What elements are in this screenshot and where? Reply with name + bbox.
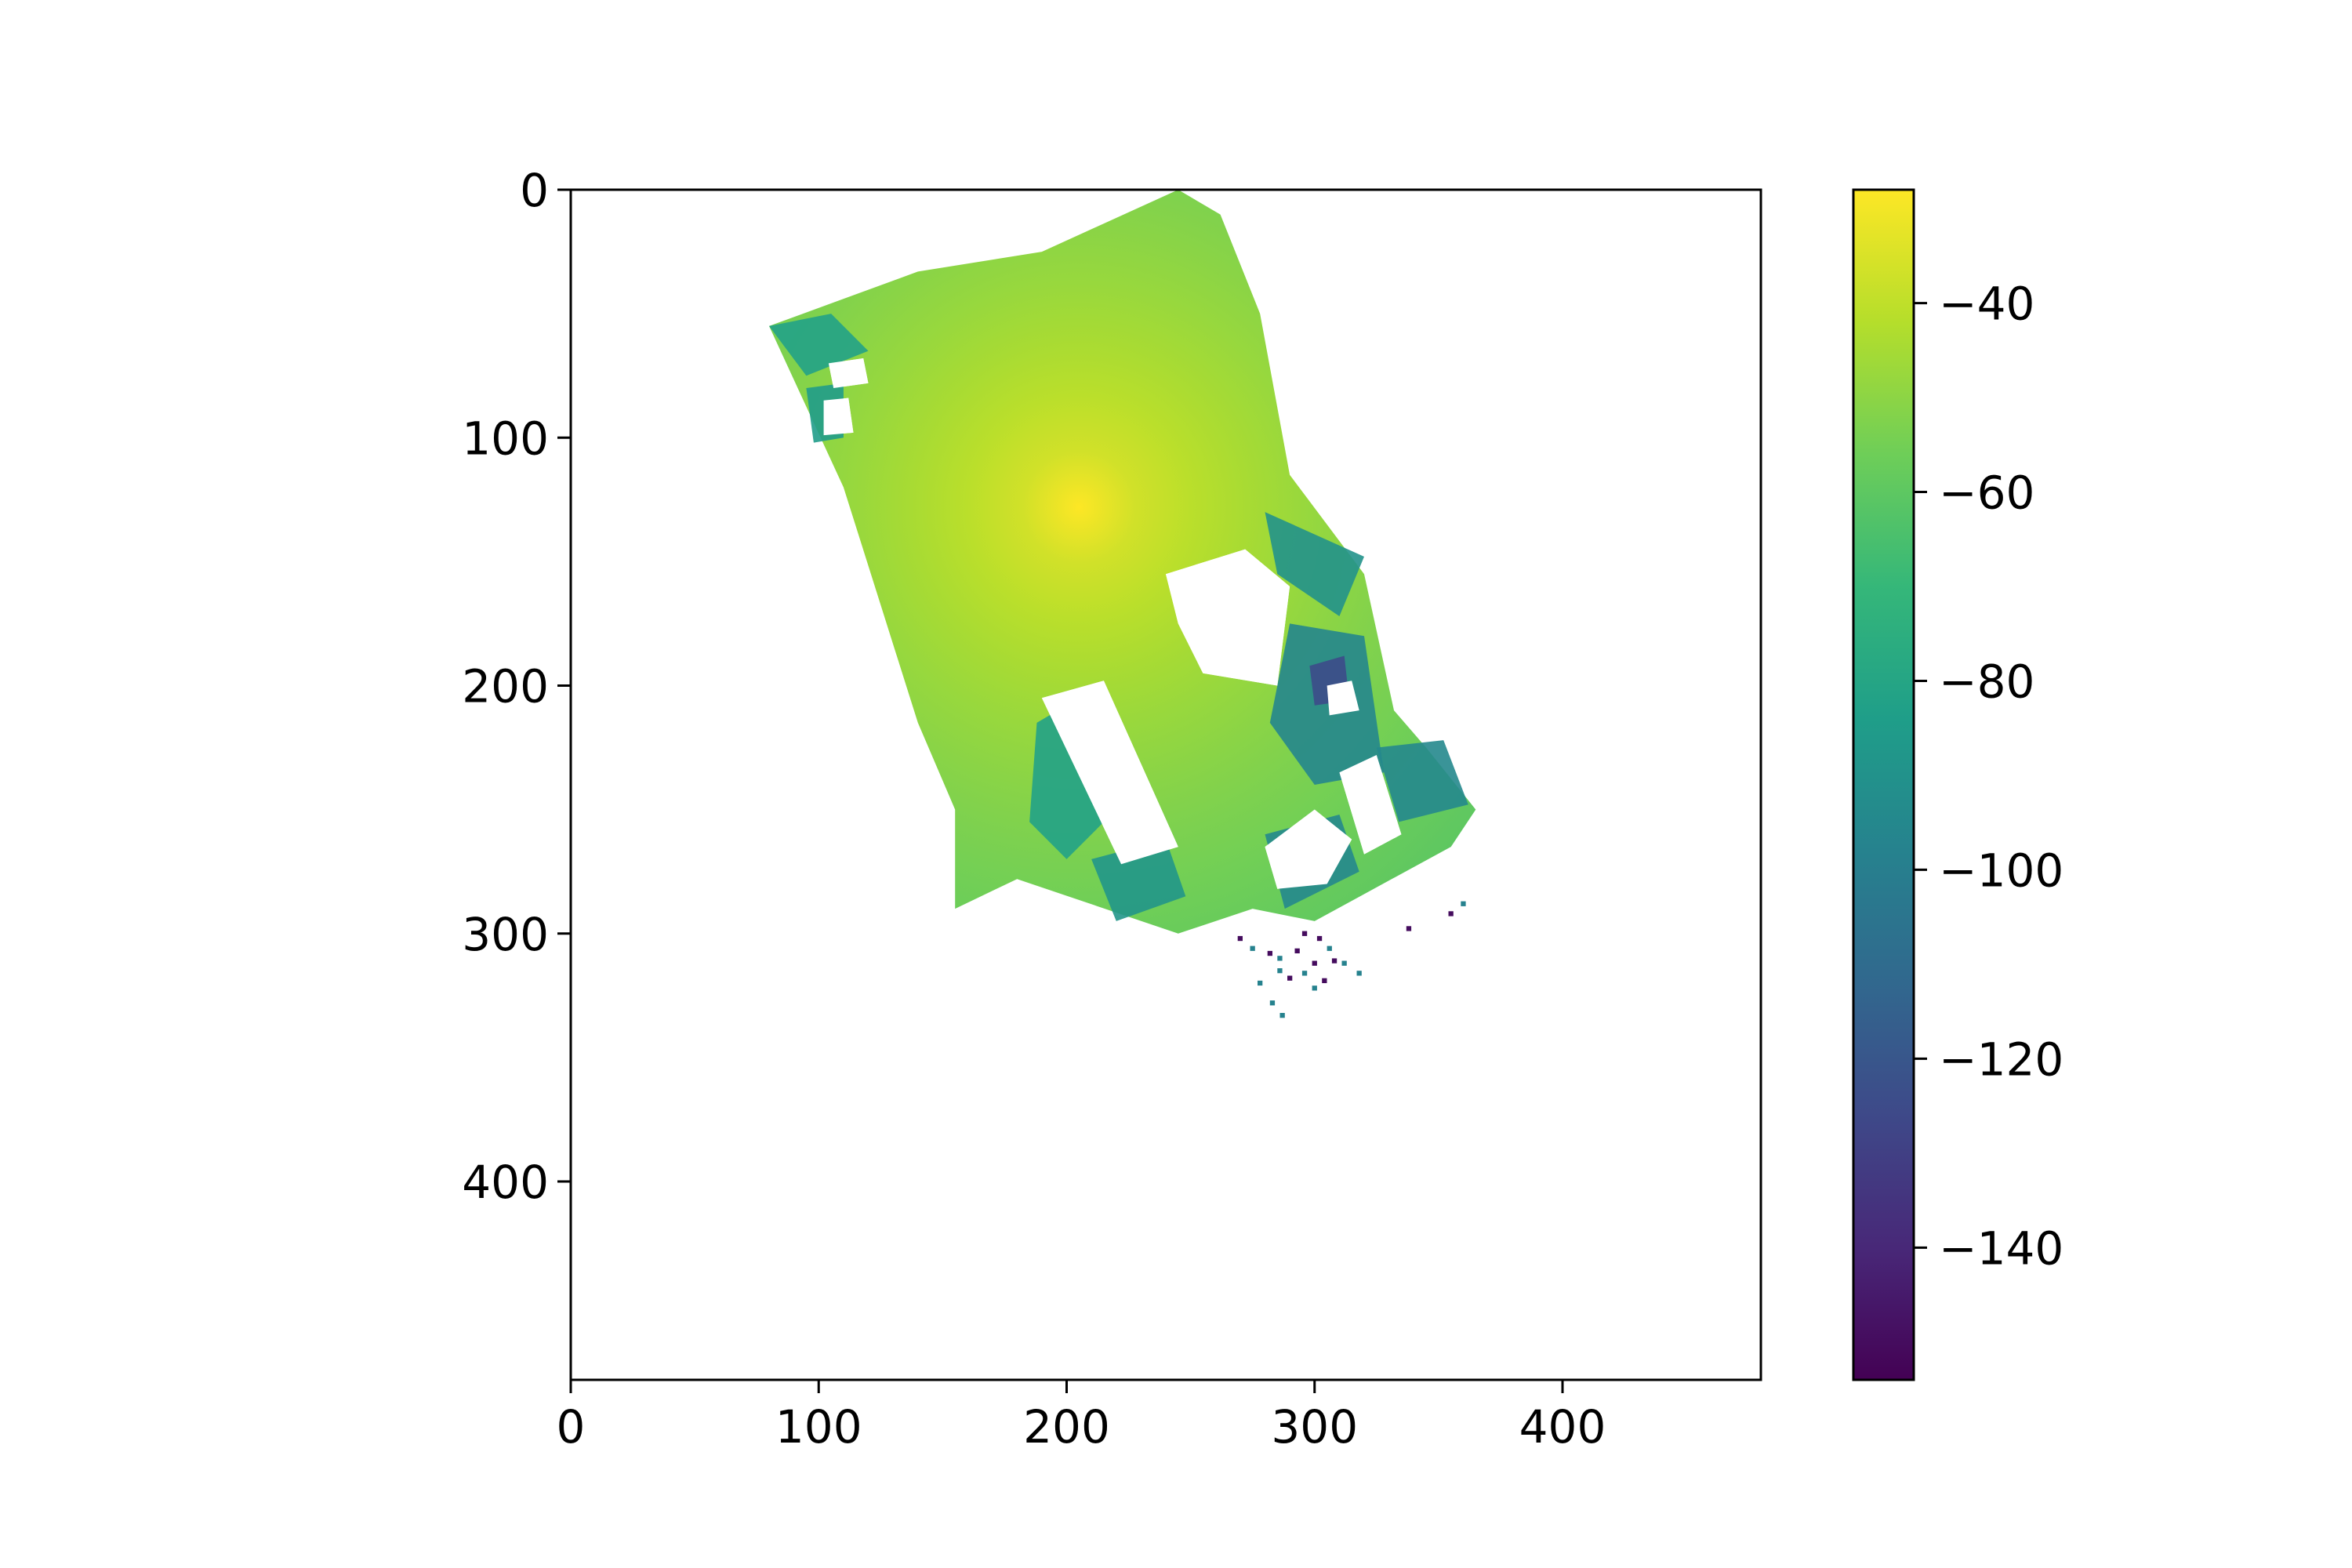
no-data-hole-4 — [1265, 809, 1352, 889]
scatter-point — [1269, 1000, 1276, 1006]
scatter-point — [1356, 971, 1362, 976]
scatter-point — [1312, 985, 1317, 991]
scatter-point — [1406, 926, 1412, 931]
colorbar-tick-label: −60 — [1939, 466, 2034, 520]
no-data-hole-2 — [1041, 681, 1178, 865]
y-axis: 0 100 200 300 400 — [462, 164, 571, 1209]
colorbar-tick-label: −120 — [1939, 1033, 2063, 1086]
scatter-point — [1331, 958, 1338, 964]
colorbar — [1852, 188, 1915, 1381]
scatter-point — [1301, 971, 1308, 976]
colorbar-tick-label: −80 — [1939, 655, 2034, 708]
no-data-hole-6 — [1327, 681, 1359, 716]
x-tick-label: 100 — [775, 1400, 862, 1454]
no-data-hole-5 — [1339, 755, 1402, 855]
scatter-point — [1287, 975, 1293, 981]
low-signal-region-4 — [1265, 512, 1364, 616]
no-data-hole-0 — [828, 358, 869, 388]
x-axis: 0 100 200 300 400 — [557, 1380, 1606, 1454]
scatter-point — [1316, 935, 1323, 942]
scatter-point — [1448, 911, 1454, 916]
x-tick-label: 300 — [1271, 1400, 1358, 1454]
plot-frame — [569, 188, 1762, 1381]
low-signal-region-3 — [1091, 839, 1186, 921]
scatter-point — [1277, 956, 1283, 961]
scatter-point — [1250, 946, 1255, 951]
low-signal-region-5 — [1269, 623, 1385, 785]
low-signal-region-0 — [769, 314, 869, 376]
scatter-point — [1301, 931, 1308, 936]
scatter-point — [1322, 978, 1327, 983]
no-data-hole-1 — [823, 397, 854, 436]
scatter-point — [1461, 901, 1466, 906]
low-signal-region-7 — [1376, 740, 1468, 822]
colorbar-tick-label: −100 — [1939, 844, 2063, 897]
colorbar-tick-label: −40 — [1939, 278, 2034, 331]
scatter-point — [1279, 1013, 1285, 1018]
scatter-point — [1312, 960, 1317, 966]
x-tick-label: 200 — [1023, 1400, 1110, 1454]
colorbar-axis: −40 −60 −80 −100 −120 −140 — [1914, 278, 2063, 1275]
y-tick-label: 0 — [520, 164, 549, 217]
heatmap-image — [769, 190, 1476, 1018]
scatter-point — [1237, 935, 1243, 942]
colorbar-tick-label: −140 — [1939, 1221, 2063, 1275]
no-data-hole-3 — [1166, 549, 1290, 686]
scatter-point — [1277, 968, 1283, 974]
low-signal-regions — [769, 314, 1468, 921]
y-tick-label: 400 — [462, 1156, 549, 1209]
scatter-point — [1294, 948, 1300, 953]
scatter-point — [1341, 960, 1347, 966]
y-tick-label: 300 — [462, 908, 549, 961]
y-tick-label: 200 — [462, 660, 549, 713]
scatter-point — [1327, 946, 1332, 951]
x-tick-label: 400 — [1519, 1400, 1606, 1454]
x-tick-label: 0 — [557, 1400, 586, 1454]
y-tick-label: 100 — [462, 412, 549, 465]
scatter-point — [1267, 950, 1272, 956]
scatter-point — [1258, 980, 1263, 986]
scatter-points — [1237, 901, 1466, 1018]
